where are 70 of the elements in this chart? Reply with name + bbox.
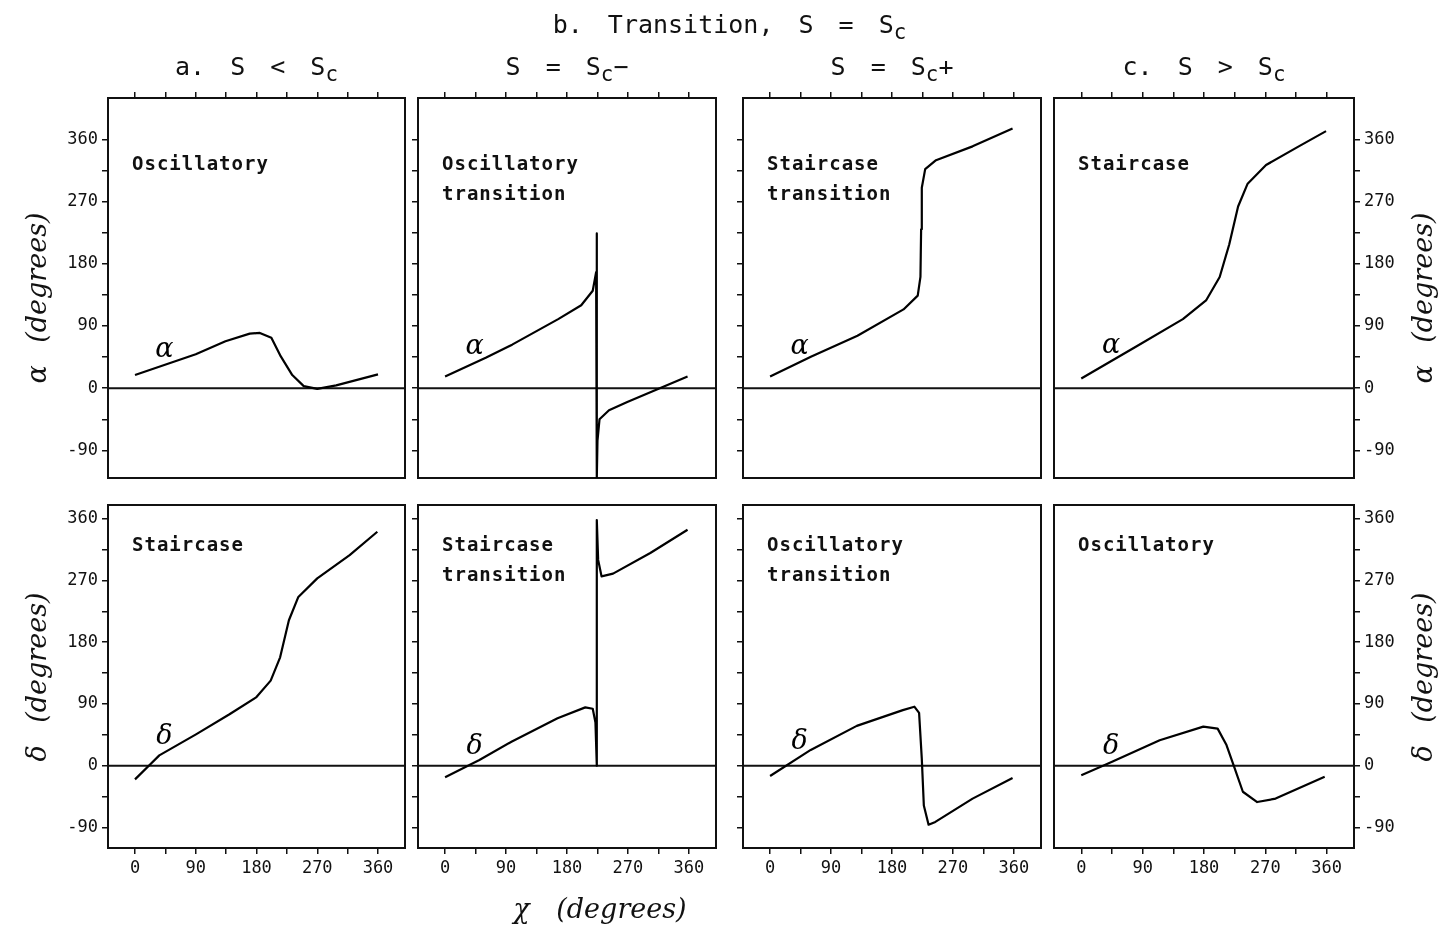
x-tick-label: 90	[820, 856, 842, 877]
x-tick-label: 0	[439, 856, 451, 877]
y-axis-title: δ (degrees)	[1406, 591, 1438, 762]
annotation: Oscillatory transition	[442, 151, 580, 206]
chart-subtitle: S = S$_{c}$+	[830, 52, 954, 86]
series-label: δ	[791, 723, 808, 755]
x-tick-label: 180	[551, 856, 583, 877]
annotation: Staircase	[132, 532, 245, 557]
x-tick-label: 90	[1132, 856, 1153, 877]
x-tick-label: 180	[241, 856, 272, 877]
x-tick-label: 360	[998, 856, 1030, 877]
annotation: Staircase transition	[442, 532, 568, 587]
x-tick-label: 0	[1076, 856, 1087, 877]
x-tick-label: 90	[495, 856, 517, 877]
y-tick-label: 270	[67, 190, 98, 211]
y-tick-label: 0	[87, 376, 98, 397]
series-label: α	[790, 328, 809, 360]
x-tick-label: 360	[362, 856, 394, 877]
x-tick-label: 180	[876, 856, 908, 877]
series-label: α	[1101, 327, 1121, 359]
y-axis-title: α (degrees)	[1406, 212, 1438, 384]
y-tick-label: 270	[1364, 190, 1395, 211]
annotation: Oscillatory transition	[767, 532, 905, 587]
y-tick-label: -90	[1364, 438, 1395, 459]
y-axis-title: δ (degrees)	[20, 591, 52, 762]
y-tick-label: 0	[1364, 376, 1375, 397]
y-tick-label: 360	[1364, 507, 1395, 528]
y-tick-label: 0	[1364, 754, 1375, 775]
annotation: Oscillatory	[132, 151, 270, 176]
x-tick-label: 270	[301, 856, 333, 877]
y-tick-label: -90	[1364, 815, 1395, 836]
x-tick-label: 270	[1250, 856, 1281, 877]
y-tick-label: 360	[67, 507, 98, 528]
y-tick-label: 180	[67, 252, 98, 273]
x-tick-label: 360	[673, 856, 705, 877]
y-tick-label: 90	[77, 692, 98, 713]
y-tick-label: 270	[67, 568, 98, 589]
y-tick-label: 180	[1364, 252, 1395, 273]
x-tick-label: 0	[764, 856, 776, 877]
x-tick-label: 270	[937, 856, 969, 877]
y-tick-label: 0	[87, 754, 98, 775]
y-tick-label: -90	[67, 815, 98, 836]
y-tick-label: 90	[77, 314, 98, 335]
chart-subtitle: S = S$_{c}$−	[505, 52, 629, 86]
x-tick-label: 360	[1311, 856, 1343, 877]
y-axis-title: α (degrees)	[20, 212, 52, 384]
y-tick-label: 360	[67, 127, 98, 148]
x-tick-label: 90	[185, 856, 206, 877]
x-axis-title: χ (degrees)	[513, 893, 687, 924]
annotation: Staircase transition	[767, 151, 893, 206]
series-label: α	[465, 329, 484, 361]
annotation: Staircase	[1078, 151, 1191, 176]
y-tick-label: 270	[1364, 568, 1395, 589]
series-label: α	[155, 331, 174, 363]
y-tick-label: 180	[1364, 630, 1395, 651]
chart-title: b. Transition, S = S$_{c}$	[552, 10, 907, 44]
y-tick-label: -90	[67, 438, 98, 459]
series-label: δ	[466, 728, 483, 760]
series-label: δ	[156, 718, 173, 750]
x-tick-label: 270	[612, 856, 644, 877]
series-label: δ	[1102, 728, 1120, 760]
y-tick-label: 360	[1364, 127, 1395, 148]
x-tick-label: 180	[1188, 856, 1220, 877]
y-tick-label: 180	[67, 630, 98, 651]
chart-title: c. S > S$_{c}$	[1122, 52, 1286, 86]
y-tick-label: 90	[1364, 692, 1385, 713]
x-tick-label: 0	[129, 856, 141, 877]
annotation: Oscillatory	[1078, 532, 1216, 557]
chart-title: a. S < S$_{c}$	[175, 52, 338, 86]
y-tick-label: 90	[1364, 314, 1385, 335]
